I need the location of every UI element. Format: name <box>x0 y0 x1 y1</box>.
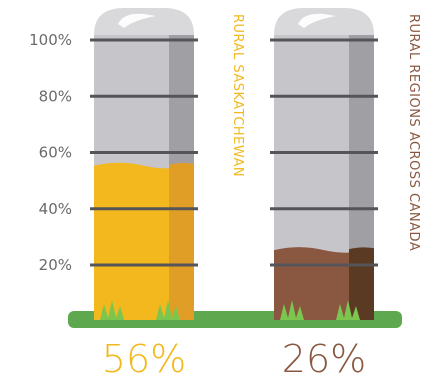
silo-band <box>90 94 198 98</box>
silo-band <box>90 38 198 42</box>
y-tick-label: 100% <box>29 31 72 49</box>
silos <box>90 8 378 320</box>
y-axis-ticks: 20% 40% 60% 80% 100% <box>29 31 72 274</box>
grass-tuft <box>100 300 124 320</box>
silo-band <box>270 38 378 42</box>
grass-tuft <box>280 300 304 320</box>
category-label: RURAL SASKATCHEWAN <box>230 14 245 177</box>
silo-band <box>270 94 378 98</box>
silo-highlight <box>298 13 336 28</box>
y-tick-label: 20% <box>39 256 72 274</box>
silo-band <box>90 151 198 154</box>
category-label: RURAL REGIONS ACROSS CANADA <box>406 14 421 251</box>
silo-band <box>270 207 378 211</box>
silo-dome <box>94 8 194 35</box>
value-label: 26% <box>282 337 366 379</box>
silo-band <box>270 263 378 267</box>
category-labels: RURAL SASKATCHEWAN RURAL REGIONS ACROSS C… <box>230 14 421 251</box>
silo-band <box>90 263 198 267</box>
grass-tuft <box>336 300 360 320</box>
silo-fill-shadow <box>349 247 374 320</box>
silo-2 <box>270 8 378 320</box>
silo-dome <box>274 8 374 35</box>
silo-band <box>90 207 198 211</box>
silo-fill-shadow <box>169 162 194 320</box>
silo-band <box>270 151 378 154</box>
y-tick-label: 60% <box>39 144 72 162</box>
silo-1 <box>90 8 198 320</box>
grass-tuft <box>156 300 180 320</box>
silo-highlight <box>118 13 156 28</box>
value-labels: 56% 26% <box>102 337 366 379</box>
y-tick-label: 80% <box>39 87 72 105</box>
value-label: 56% <box>102 337 186 379</box>
y-tick-label: 40% <box>39 200 72 218</box>
